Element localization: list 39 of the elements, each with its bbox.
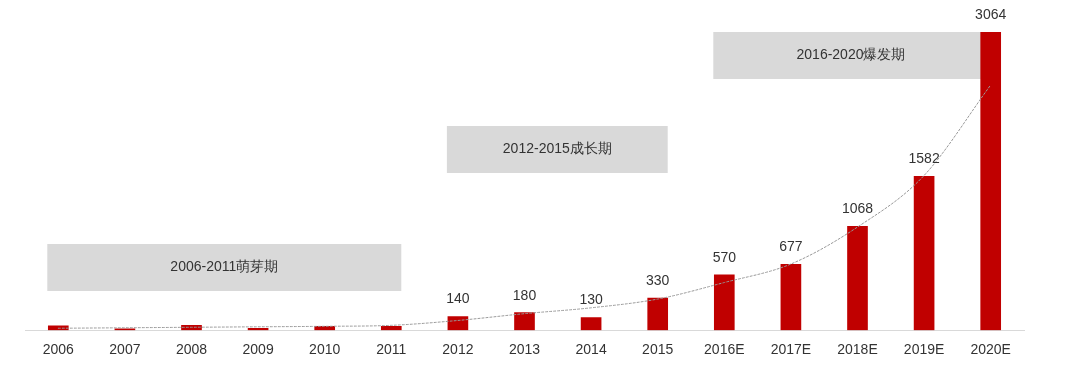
- x-tick-label: 2012: [442, 341, 474, 358]
- data-label: 140: [446, 290, 470, 307]
- bar: [380, 325, 402, 331]
- bar: [780, 263, 802, 331]
- x-tick-label: 2009: [242, 341, 274, 358]
- bar: [647, 297, 669, 331]
- bar: [980, 32, 1002, 331]
- band-label: 2016-2020爆发期: [796, 46, 906, 63]
- band-label: 2012-2015成长期: [502, 140, 612, 157]
- data-label: 3064: [975, 5, 1007, 22]
- bar: [847, 225, 868, 331]
- data-label: 130: [579, 291, 603, 308]
- x-tick-label: 2006: [42, 341, 75, 358]
- x-tick-label: 2013: [508, 341, 541, 358]
- x-tick-label: 2014: [575, 341, 607, 358]
- bar: [580, 317, 602, 331]
- x-tick-label: 2019E: [903, 341, 945, 358]
- data-label: 1068: [841, 200, 874, 217]
- bar: [713, 274, 735, 331]
- x-tick-label: 2011: [376, 341, 407, 358]
- x-tick-label: 2020E: [970, 341, 1011, 358]
- bar: [514, 312, 535, 331]
- bar: [47, 325, 69, 331]
- x-tick-label: 2018E: [837, 341, 878, 358]
- data-label: 570: [712, 248, 737, 265]
- bar: [447, 316, 469, 331]
- x-tick-label: 2015: [642, 341, 674, 358]
- x-tick-label: 2010: [309, 341, 341, 358]
- data-label: 180: [512, 286, 537, 303]
- band-label: 2006-2011萌芽期: [170, 258, 279, 275]
- data-label: 677: [779, 238, 803, 255]
- x-tick-label: 2017E: [770, 341, 812, 358]
- x-tick-label: 2016E: [704, 341, 745, 358]
- bar: [913, 175, 935, 331]
- x-tick-label: 2008: [175, 341, 208, 358]
- data-label: 1582: [908, 150, 940, 167]
- data-label: 330: [646, 271, 670, 288]
- bar: [114, 328, 136, 331]
- x-tick-label: 2007: [109, 341, 141, 358]
